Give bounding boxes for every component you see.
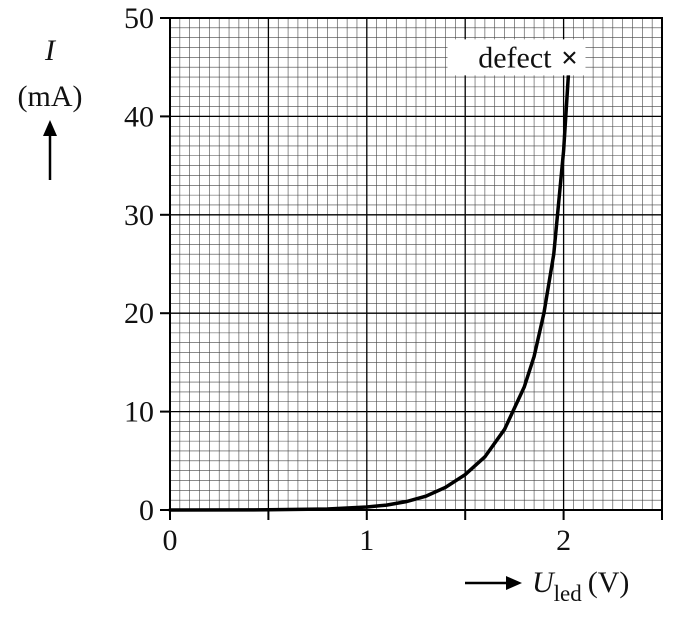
x-tick-label: 0: [163, 524, 178, 557]
x-tick-label: 1: [359, 524, 374, 557]
y-axis-symbol: I: [44, 34, 57, 67]
x-tick-labels: 0 1 2: [163, 524, 572, 557]
y-tick-labels: 0 10 20 30 40 50: [124, 2, 154, 527]
x-axis-unit: (V): [588, 566, 630, 599]
minor-grid: [170, 18, 662, 510]
x-axis-arrow-icon: [465, 576, 522, 590]
y-tick-label: 40: [124, 100, 154, 133]
annotation-label-defect: defect: [478, 41, 552, 74]
y-tick-label: 30: [124, 199, 154, 232]
defect-marker-icon: ×: [561, 41, 578, 74]
x-axis-subscript: led: [554, 581, 583, 606]
y-tick-label: 50: [124, 2, 154, 35]
x-axis-symbol: U: [532, 566, 556, 599]
y-tick-marks: [160, 17, 170, 511]
y-axis-unit: (mA): [18, 80, 83, 113]
y-tick-label: 10: [124, 396, 154, 429]
y-tick-label: 0: [139, 494, 154, 527]
y-tick-label: 20: [124, 297, 154, 330]
y-axis-arrow-icon: [43, 120, 57, 180]
annotation-background: [447, 39, 586, 76]
series-line: [168, 55, 572, 512]
x-tick-label: 2: [556, 524, 571, 557]
x-tick-marks: [169, 510, 663, 520]
x-axis-label: Uled (V): [532, 566, 629, 606]
plot-frame: [169, 17, 663, 511]
